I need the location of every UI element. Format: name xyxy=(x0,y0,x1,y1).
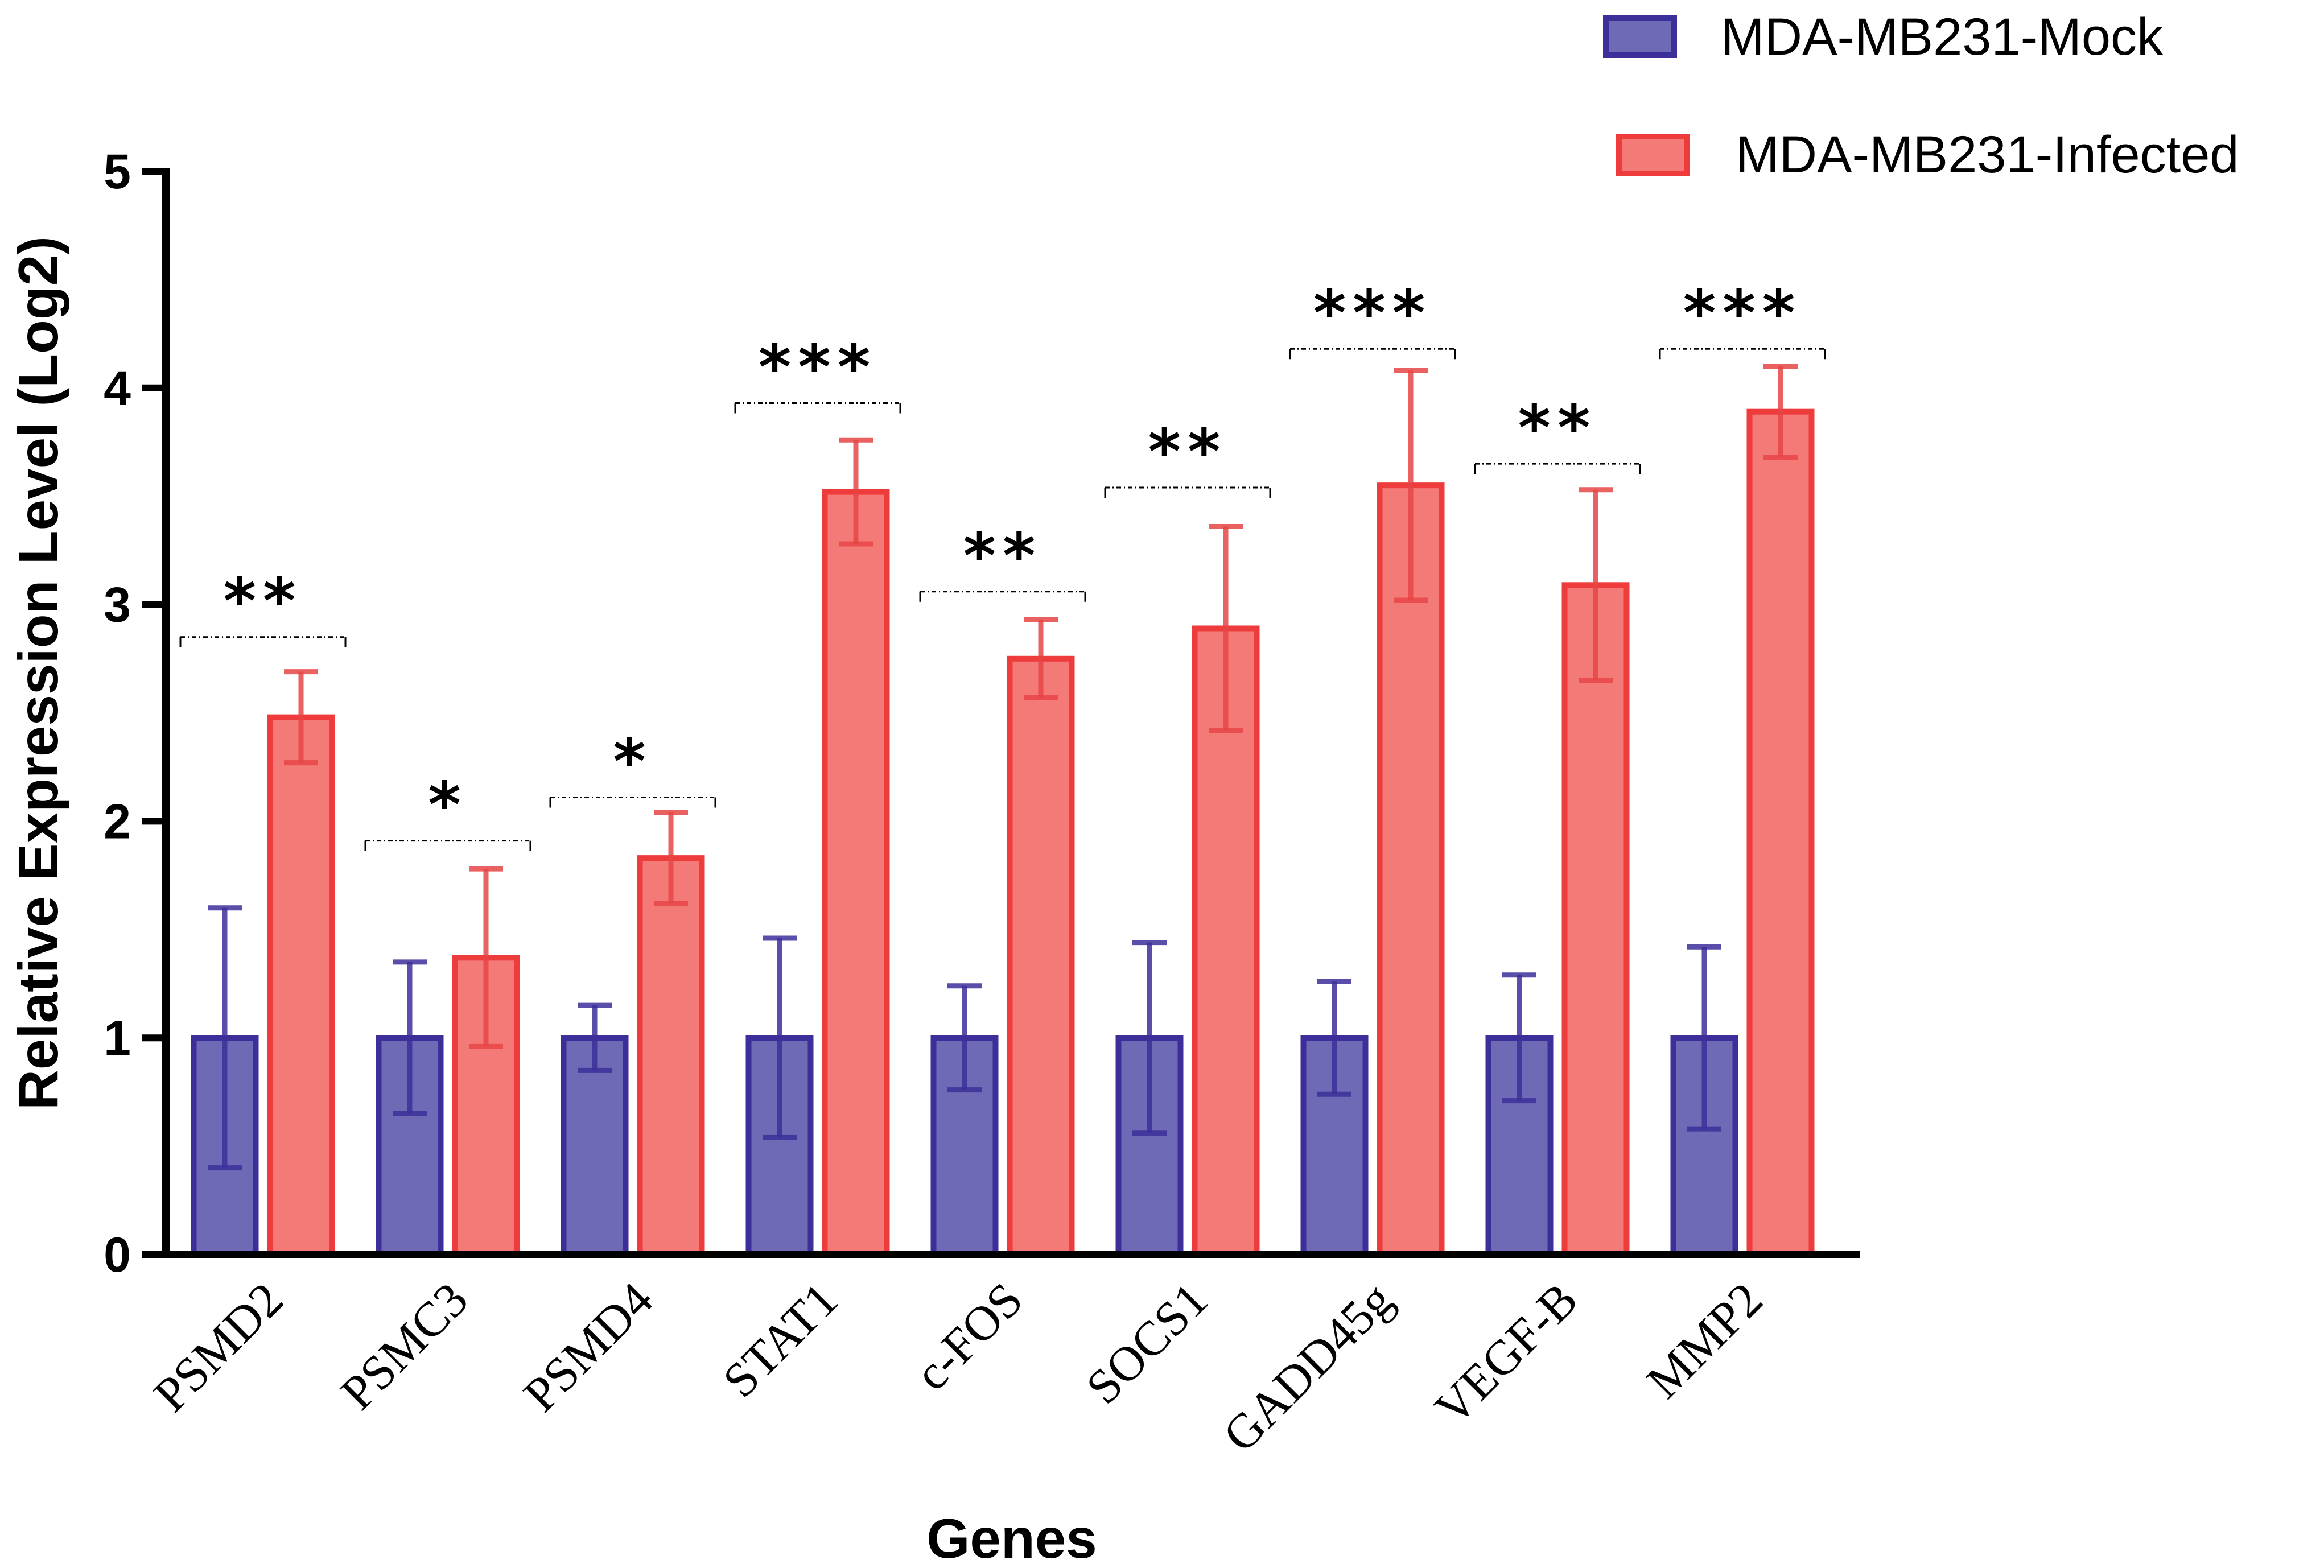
significance-stars: ** xyxy=(963,519,1042,592)
bar-infected-PSMD4 xyxy=(637,855,705,1257)
error-bar-mock-VEGF-B xyxy=(1502,972,1536,1104)
significance-PSMC3: * xyxy=(364,769,531,851)
error-bar-mock-PSMC3 xyxy=(393,959,427,1116)
y-tick-label: 5 xyxy=(104,145,131,199)
legend-swatch-mock xyxy=(1603,15,1677,58)
significance-c-FOS: ** xyxy=(919,519,1086,602)
significance-SOCS1: ** xyxy=(1104,415,1271,498)
significance-stars: * xyxy=(428,769,468,841)
y-ticks-layer: 0 1 2 3 4 5 xyxy=(104,145,166,1282)
y-tick-label: 1 xyxy=(104,1011,131,1066)
error-bar-infected-PSMC3 xyxy=(469,866,503,1049)
axes-layer xyxy=(162,168,1860,1258)
x-tick-label: PSMD4 xyxy=(513,1272,664,1422)
error-bar-infected-PSMD4 xyxy=(654,810,688,906)
significance-stars: *** xyxy=(1313,277,1432,349)
significance-stars: * xyxy=(613,725,653,798)
error-bar-infected-VEGF-B xyxy=(1579,487,1613,683)
significance-layer: ******************* xyxy=(179,277,1826,851)
legend: MDA-MB231-Mock MDA-MB231-Infected xyxy=(1603,8,2239,184)
significance-stars: *** xyxy=(1683,277,1802,349)
significance-stars: ** xyxy=(1518,391,1597,464)
error-bar-mock-STAT1 xyxy=(763,935,797,1140)
error-bar-mock-MMP2 xyxy=(1687,944,1721,1132)
y-axis-label: Relative Expression Level (Log2) xyxy=(7,236,69,1110)
significance-stars: ** xyxy=(1148,415,1227,488)
significance-PSMD4: * xyxy=(549,725,716,808)
bar-mock-MMP2 xyxy=(1670,1035,1738,1257)
bar-infected-PSMD2 xyxy=(267,714,335,1257)
x-tick-label: SOCS1 xyxy=(1076,1272,1218,1414)
significance-PSMD2: ** xyxy=(179,565,347,647)
error-bar-mock-c-FOS xyxy=(947,983,982,1093)
bar-infected-VEGF-B xyxy=(1561,582,1630,1257)
bar-infected-PSMC3 xyxy=(452,955,520,1257)
legend-swatch-infected xyxy=(1616,134,1690,176)
significance-GADD45g: *** xyxy=(1289,277,1456,360)
error-bar-mock-PSMD2 xyxy=(208,905,242,1171)
significance-VEGF-B: ** xyxy=(1474,391,1641,474)
bar-infected-c-FOS xyxy=(1007,655,1075,1257)
significance-MMP2: *** xyxy=(1659,277,1826,360)
legend-label-infected: MDA-MB231-Infected xyxy=(1736,126,2239,184)
significance-STAT1: *** xyxy=(734,331,901,414)
error-bar-infected-MMP2 xyxy=(1763,364,1798,460)
bar-infected-MMP2 xyxy=(1746,408,1815,1257)
bar-infected-STAT1 xyxy=(822,489,890,1257)
x-axis-label: Genes xyxy=(926,1507,1097,1568)
x-tick-label: PSMD2 xyxy=(143,1272,294,1422)
x-tick-label: VEGF-B xyxy=(1424,1272,1588,1435)
error-bar-infected-c-FOS xyxy=(1024,617,1058,700)
x-tick-label: PSMC3 xyxy=(330,1272,479,1421)
error-bar-infected-STAT1 xyxy=(839,437,873,547)
y-tick-label: 2 xyxy=(104,794,131,849)
significance-stars: *** xyxy=(759,331,877,403)
significance-stars: ** xyxy=(223,565,302,638)
y-tick-label: 4 xyxy=(104,361,131,416)
y-tick-label: 0 xyxy=(104,1228,131,1282)
error-bars-layer xyxy=(208,364,1798,1171)
x-tick-label: STAT1 xyxy=(712,1272,848,1408)
error-bar-infected-SOCS1 xyxy=(1209,524,1243,733)
x-tick-label: c-FOS xyxy=(904,1272,1033,1401)
x-tick-label: MMP2 xyxy=(1636,1272,1773,1409)
error-bar-infected-PSMD2 xyxy=(284,669,318,766)
error-bar-mock-PSMD4 xyxy=(578,1002,612,1073)
error-bar-mock-GADD45g xyxy=(1317,979,1351,1097)
y-tick-label: 3 xyxy=(104,578,131,633)
x-tick-label: GADD45g xyxy=(1213,1272,1403,1463)
error-bar-infected-GADD45g xyxy=(1394,368,1428,603)
legend-label-mock: MDA-MB231-Mock xyxy=(1721,8,2164,66)
error-bar-mock-SOCS1 xyxy=(1132,940,1167,1136)
